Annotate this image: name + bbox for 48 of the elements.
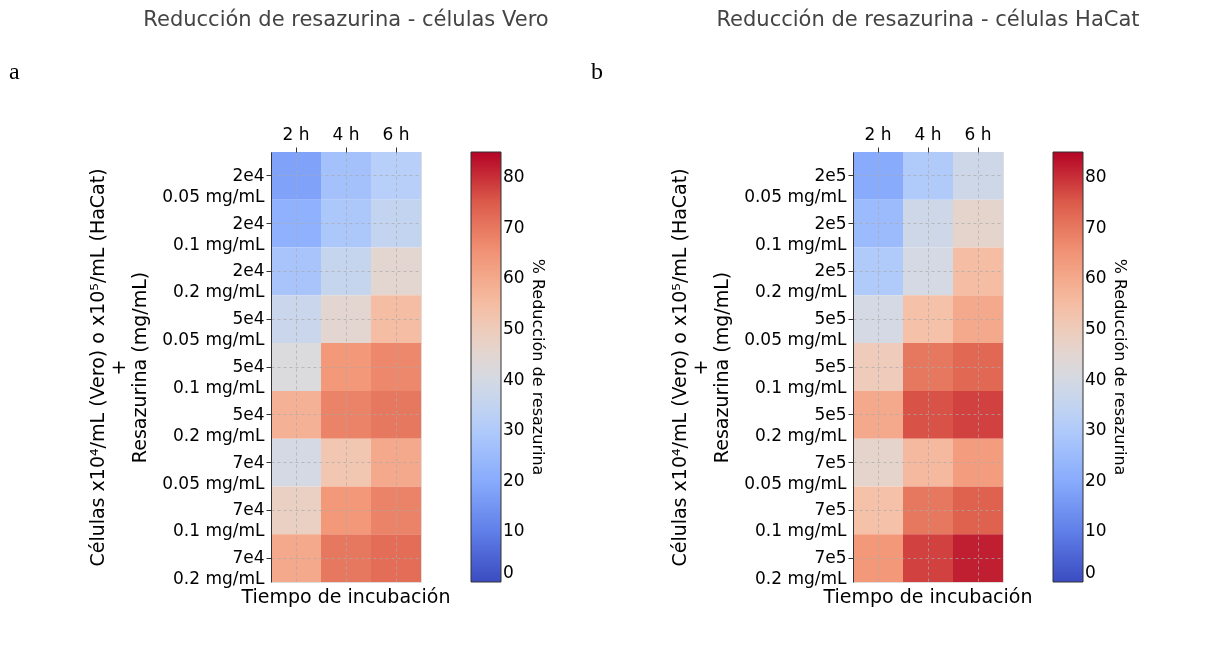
- y-tick-label: 5e4 0.2 mg/mL: [172, 403, 266, 445]
- color-bar-label: 50: [1085, 318, 1107, 339]
- color-bar-label: 80: [1085, 166, 1107, 187]
- y-tick-label: 7e5 0.05 mg/mL: [744, 451, 848, 493]
- color-bar-label: 30: [503, 419, 525, 440]
- y-tick-label: 5e4 0.05 mg/mL: [162, 308, 266, 350]
- color-bar-title: % Reducción de resazurina: [1111, 258, 1130, 476]
- color-bar-label: 10: [1085, 520, 1107, 541]
- x-tick-label: 6 h: [382, 123, 410, 144]
- y-tick-label: 2e5 0.1 mg/mL: [754, 212, 848, 254]
- y-tick-label: 5e4 0.1 mg/mL: [172, 356, 266, 397]
- y-tick-label: 7e4 0.05 mg/mL: [162, 451, 266, 493]
- x-tick-label: 2 h: [864, 123, 892, 144]
- color-bar-label: 70: [503, 216, 525, 237]
- x-tick-label: 6 h: [964, 123, 992, 144]
- y-tick-label: 2e5 0.05 mg/mL: [744, 164, 848, 206]
- y-tick-label: 2e4 0.2 mg/mL: [172, 260, 266, 302]
- color-bar-label: 20: [503, 469, 525, 490]
- text: b: [591, 58, 603, 84]
- y-tick-label: 2e4 0.05 mg/mL: [162, 164, 266, 206]
- color-bar-label: 30: [1085, 419, 1107, 440]
- x-tick-label: 4 h: [332, 123, 360, 144]
- color-bar-label: 60: [1085, 267, 1107, 288]
- y-tick-label: 7e4 0.1 mg/mL: [172, 499, 266, 541]
- chart-title: Reducción de resazurina - células HaCat: [716, 7, 1140, 31]
- color-bar-label: 60: [503, 267, 525, 288]
- color-bar-label: 20: [1085, 469, 1107, 490]
- y-tick-label: 5e5 0.05 mg/mL: [744, 308, 848, 350]
- x-tick-label: 4 h: [914, 123, 942, 144]
- color-bar-label: 50: [503, 318, 525, 339]
- y-tick-label: 2e5 0.2 mg/mL: [754, 260, 848, 302]
- y-tick-label: 5e5 0.1 mg/mL: [754, 356, 848, 397]
- y-tick-label: 7e5 0.1 mg/mL: [754, 499, 848, 541]
- y-tick-label: 2e4 0.1 mg/mL: [172, 212, 266, 254]
- color-bar-label: 0: [503, 562, 514, 582]
- chart-title: Reducción de resazurina - células Vero: [143, 7, 549, 31]
- color-bar-label: 70: [1085, 216, 1107, 237]
- color-bar-label: 10: [503, 520, 525, 541]
- y-axis-title: Células x10⁴/mL (Vero) o x10⁵/mL (HaCat) + Resazurina (mg/mL): [668, 168, 733, 567]
- y-tick-label: 5e5 0.2 mg/mL: [754, 403, 848, 445]
- y-axis-title: Células x10⁴/mL (Vero) o x10⁵/mL (HaCat) + Resazurina (mg/mL): [86, 168, 151, 567]
- color-bar-label: 40: [1085, 368, 1107, 389]
- color-bar-label: 80: [503, 166, 525, 187]
- color-bar-label: 40: [503, 368, 525, 389]
- color-bar-title: % Reducción de resazurina: [529, 258, 548, 476]
- text: a: [9, 58, 20, 84]
- x-tick-label: 2 h: [282, 123, 310, 144]
- color-bar-label: 0: [1085, 562, 1096, 582]
